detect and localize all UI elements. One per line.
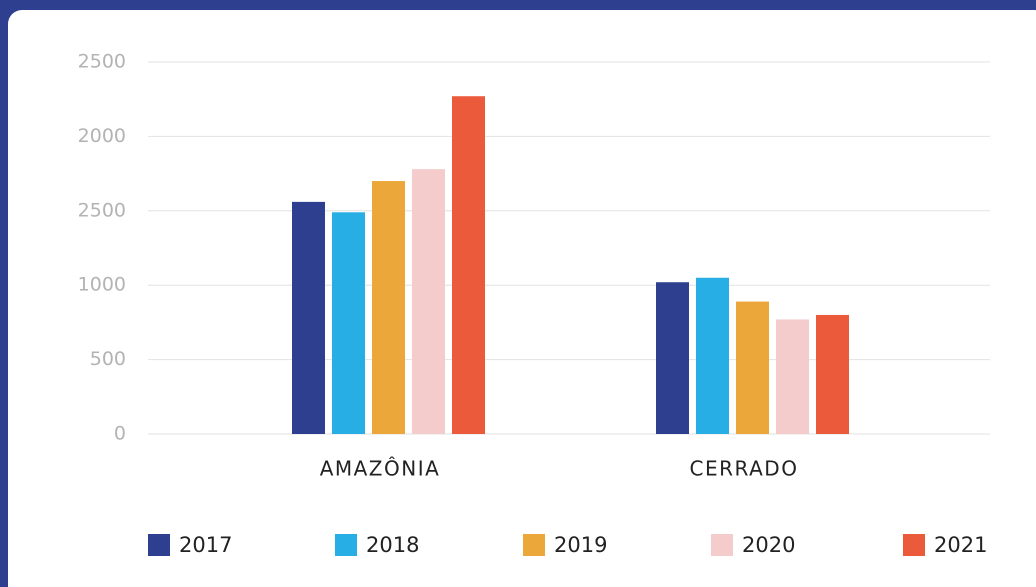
bar bbox=[292, 201, 325, 434]
y-tick-label: 1000 bbox=[78, 274, 126, 296]
bar bbox=[776, 319, 809, 434]
legend-swatch bbox=[903, 534, 925, 556]
legend-label: 2018 bbox=[366, 533, 419, 557]
legend-swatch bbox=[711, 534, 733, 556]
bar bbox=[412, 169, 445, 435]
legend-label: 2020 bbox=[742, 533, 795, 557]
y-tick-label: 2500 bbox=[78, 199, 126, 221]
legend-label: 2021 bbox=[934, 533, 987, 557]
bar bbox=[332, 212, 365, 434]
legend-swatch bbox=[335, 534, 357, 556]
y-tick-label: 500 bbox=[90, 348, 126, 370]
x-tick-label: AMAZÔNIA bbox=[320, 457, 441, 481]
y-tick-label: 2500 bbox=[78, 51, 126, 73]
y-tick-label: 2000 bbox=[78, 125, 126, 147]
y-tick-label: 0 bbox=[114, 423, 126, 445]
bar bbox=[816, 314, 849, 434]
bar bbox=[696, 277, 729, 434]
legend-swatch bbox=[523, 534, 545, 556]
panel bbox=[8, 10, 1036, 587]
bar bbox=[736, 301, 769, 434]
legend-label: 2019 bbox=[554, 533, 607, 557]
x-tick-label: CERRADO bbox=[690, 457, 799, 481]
bar bbox=[372, 181, 405, 434]
legend-label: 2017 bbox=[179, 533, 232, 557]
bar bbox=[452, 96, 485, 434]
bar bbox=[656, 282, 689, 434]
legend-swatch bbox=[148, 534, 170, 556]
